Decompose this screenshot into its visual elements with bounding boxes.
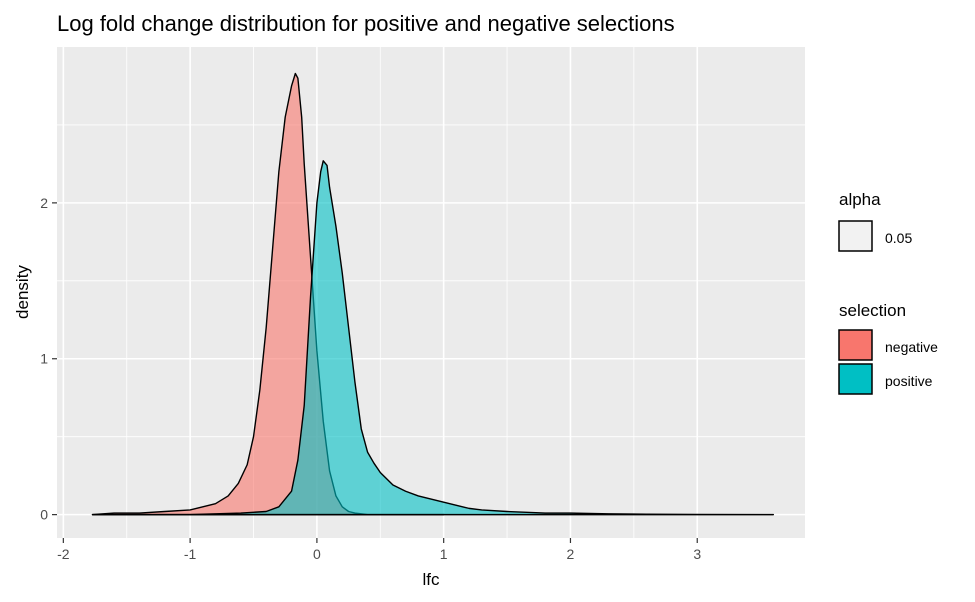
legend-positive-key (838, 363, 873, 395)
legend-alpha: alpha 0.05 (838, 190, 912, 252)
x-axis-title: lfc (423, 570, 441, 589)
legend-positive-label: positive (885, 373, 933, 389)
legend-alpha-key (838, 220, 873, 252)
legend-selection: selection negative positive (838, 301, 938, 395)
y-tick-label: 0 (40, 507, 48, 523)
legend-alpha-label: 0.05 (885, 230, 912, 246)
x-tick-label: 2 (567, 546, 575, 562)
y-axis-ticks: 0 1 2 (40, 195, 57, 523)
minor-gridlines (57, 47, 805, 538)
x-tick-label: -1 (184, 546, 197, 562)
y-tick-label: 2 (40, 195, 48, 211)
plot-panel (57, 47, 805, 538)
x-tick-label: 0 (313, 546, 321, 562)
legend-selection-title: selection (839, 301, 906, 320)
x-tick-label: 1 (440, 546, 448, 562)
density-area-positive (91, 160, 775, 516)
legend-negative-key (838, 329, 873, 361)
density-areas (91, 72, 775, 516)
legend-alpha-title: alpha (839, 190, 881, 209)
x-axis-ticks: -2 -1 0 1 2 3 (57, 538, 701, 562)
legend-negative-label: negative (885, 339, 938, 355)
chart-title: Log fold change distribution for positiv… (57, 11, 675, 36)
x-tick-label: -2 (57, 546, 70, 562)
x-tick-label: 3 (693, 546, 701, 562)
y-axis-title: density (13, 265, 32, 319)
y-tick-label: 1 (40, 351, 48, 367)
